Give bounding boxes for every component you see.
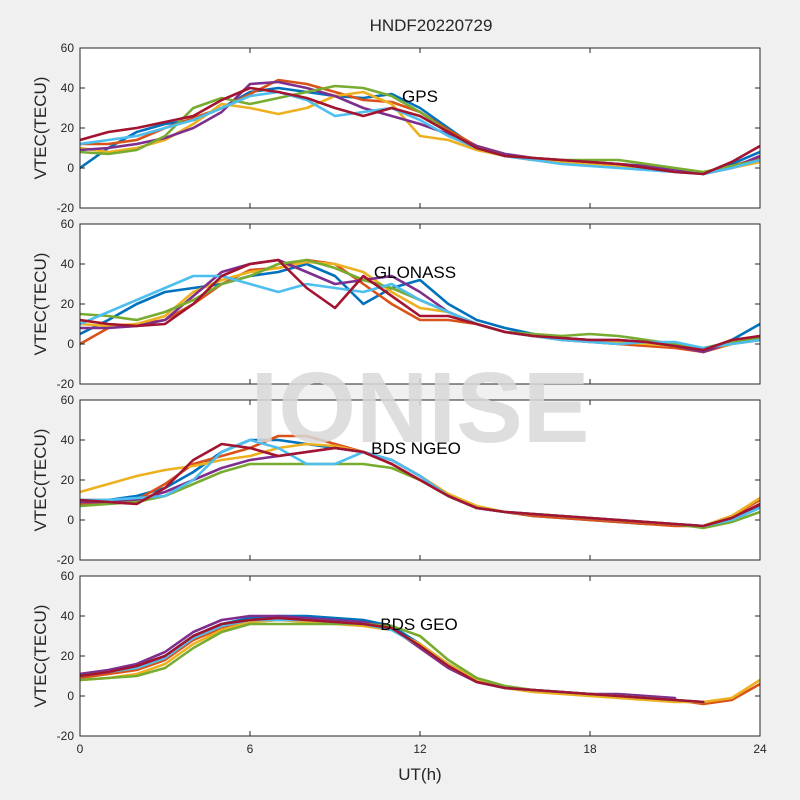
y-axis-label: VTEC(TECU) — [31, 429, 50, 532]
panel-glonass: -20 0 20 40 60 VTEC(TECU) GLONASS — [31, 217, 761, 391]
watermark: IONISE — [251, 352, 590, 464]
series-line — [80, 84, 760, 174]
series-line — [80, 80, 760, 176]
series-group — [80, 614, 760, 706]
y-axis-label: VTEC(TECU) — [31, 253, 50, 356]
y-tick-label: -20 — [57, 553, 75, 567]
series-line — [80, 260, 760, 352]
series-line — [80, 618, 760, 704]
series-group — [80, 434, 760, 530]
panel-gps: -20 0 20 40 60 VTEC(TECU) GPS — [31, 41, 761, 215]
series-line — [80, 442, 760, 528]
chart-title: HNDF20220729 — [370, 16, 493, 35]
x-tick-label: 24 — [753, 742, 767, 756]
y-tick-label: 0 — [67, 161, 74, 175]
panel-bds-ngeo: -20 0 20 40 60 VTEC(TECU) BDS NGEO — [31, 393, 761, 567]
y-axis-label: VTEC(TECU) — [31, 605, 50, 708]
series-line — [80, 90, 760, 176]
y-tick-label: 20 — [61, 649, 75, 663]
x-axis-label: UT(h) — [398, 765, 441, 784]
panel-label: GPS — [402, 87, 438, 106]
panel-label: GLONASS — [374, 263, 456, 282]
y-tick-label: 0 — [67, 337, 74, 351]
series-line — [80, 616, 705, 704]
y-axis-label: VTEC(TECU) — [31, 77, 50, 180]
x-tick-label: 0 — [77, 742, 84, 756]
y-tick-label: 40 — [61, 81, 75, 95]
panel-label: BDS GEO — [380, 615, 457, 634]
y-tick-label: 20 — [61, 297, 75, 311]
x-tick-label: 18 — [583, 742, 597, 756]
y-tick-label: -20 — [57, 729, 75, 743]
series-group — [80, 78, 760, 176]
series-line — [80, 258, 760, 352]
series-group — [80, 258, 760, 354]
y-tick-label: 60 — [61, 217, 75, 231]
y-tick-label: -20 — [57, 377, 75, 391]
y-tick-label: 60 — [61, 569, 75, 583]
y-tick-label: -20 — [57, 201, 75, 215]
y-tick-label: 40 — [61, 257, 75, 271]
y-tick-label: 40 — [61, 609, 75, 623]
plot-area — [80, 576, 760, 736]
series-line — [80, 86, 760, 176]
x-tick-label: 12 — [413, 742, 427, 756]
y-tick-label: 40 — [61, 433, 75, 447]
plot-area — [80, 48, 760, 208]
panel-label: BDS NGEO — [371, 439, 461, 458]
x-tick-label: 6 — [247, 742, 254, 756]
y-tick-label: 20 — [61, 473, 75, 487]
y-tick-label: 60 — [61, 393, 75, 407]
y-tick-label: 0 — [67, 513, 74, 527]
y-tick-label: 20 — [61, 121, 75, 135]
y-tick-label: 0 — [67, 689, 74, 703]
y-tick-label: 60 — [61, 41, 75, 55]
